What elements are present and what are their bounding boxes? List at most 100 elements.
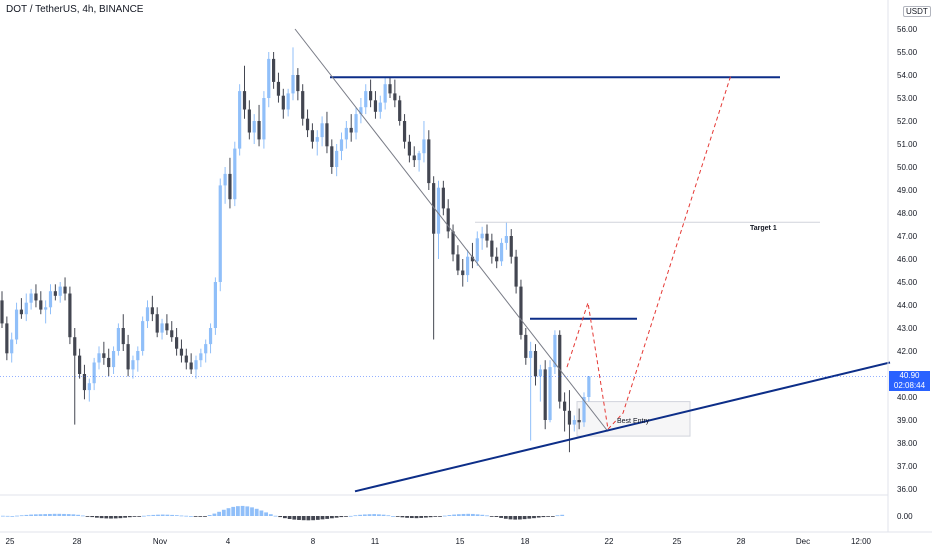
macd-bar [292,516,297,520]
candle-body [58,286,62,296]
x-tick-label: 12:00 [851,537,872,546]
projection-path [566,74,732,431]
macd-bar [494,516,499,517]
y-tick-label: 53.00 [897,94,918,103]
macd-bar [240,505,245,516]
candle-body [475,238,479,262]
macd-bar [499,516,503,518]
macd-bar [24,514,29,516]
candle-body [388,84,392,94]
macd-bar [278,516,283,518]
candle-body [276,81,281,96]
candle-body [383,84,387,103]
macd-bar [522,516,527,520]
candle-body [68,293,72,338]
candle-body [286,93,290,110]
candle-body [184,355,188,363]
candle-body [373,100,378,112]
candle-body [490,240,494,257]
macd-bar [142,515,146,517]
candle-body [369,91,373,101]
candle-body [364,91,368,108]
y-tick-label: 38.00 [897,439,918,448]
candle-body [111,351,116,368]
macd-bar [428,516,433,518]
candles [0,47,591,453]
macd-bar [203,516,207,517]
macd-bar [362,514,367,516]
macd-bar [160,514,165,516]
macd-bar [90,516,95,518]
macd-bar [85,516,90,517]
macd-bar [442,515,447,517]
candle-body [0,300,4,324]
macd-bar [170,514,174,516]
x-tick-label: 28 [737,537,746,546]
candle-body [305,118,310,131]
candle-body [102,353,106,358]
macd-tick-label: 0.00 [897,512,913,521]
y-tick-label: 52.00 [897,117,918,126]
candle-body [145,307,150,322]
macd-bar [283,516,287,519]
candle-body [233,148,237,200]
macd-bar [560,514,565,516]
current-price-tag: 40.90 02:08:44 [889,371,930,391]
candle-body [412,155,416,161]
macd-bar [485,515,489,517]
candle-body [223,173,227,186]
macd-bar [287,516,292,519]
currency-selector[interactable]: USDT [903,6,931,17]
x-tick-label: 25 [6,537,15,546]
candle-body [553,334,557,368]
macd-bar [165,514,170,516]
macd-bar [301,516,306,521]
macd-bar [38,514,43,516]
best-entry-label: Best Entry [617,418,650,425]
candle-body [563,401,567,411]
current-price: 40.90 [899,371,920,380]
candle-body [466,256,470,276]
candle-body [509,236,513,257]
macd-bar [1,515,5,517]
macd-bar [550,516,555,517]
macd-bar [5,515,10,517]
candle-body [82,374,87,391]
candle-body [131,360,135,370]
macd-bar [414,516,419,519]
macd-bar [95,516,99,518]
macd-bar [536,516,541,518]
candle-body [155,314,159,333]
candle-body [335,150,339,167]
candle-body [24,302,28,315]
y-tick-label: 42.00 [897,347,918,356]
macd-bar [325,516,330,519]
macd-bar [19,515,24,517]
y-tick-label: 51.00 [897,140,918,149]
candle-body [78,355,82,374]
candle-body [470,256,475,262]
candle-body [213,282,217,328]
macd-bar [221,509,226,516]
macd-bar [174,515,179,516]
macd-bar [447,515,452,516]
x-tick-label: 4 [226,537,231,546]
candle-body [529,351,533,358]
candle-body [577,420,581,423]
macd-bar [76,514,80,516]
macd-bar [245,506,250,516]
macd-bar [372,514,377,516]
candle-body [446,208,450,232]
macd-bar [231,506,236,516]
x-tick-label: 18 [521,537,530,546]
y-tick-label: 47.00 [897,232,918,241]
candle-body [315,137,319,142]
macd-bar [15,515,19,517]
macd-bar [480,514,485,516]
candle-body [194,360,198,370]
candle-body [543,369,547,420]
y-tick-label: 43.00 [897,324,918,333]
candle-body [349,127,353,133]
macd-bar [405,516,409,518]
